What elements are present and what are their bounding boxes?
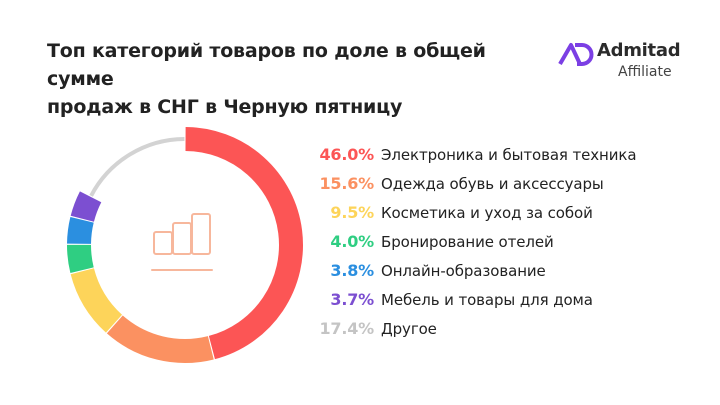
legend-item: 15.6% Одежда обувь и аксессуары <box>316 174 696 198</box>
legend-label: Другое <box>381 320 437 338</box>
donut-slice-3 <box>70 267 123 333</box>
legend-value: 3.7% <box>330 290 374 309</box>
legend-label: Одежда обувь и аксессуары <box>381 175 604 193</box>
donut-slice-1 <box>185 127 303 360</box>
legend-item: 4.0% Бронирование отелей <box>316 232 696 256</box>
legend-value: 9.5% <box>330 203 374 222</box>
donut-slice-4 <box>67 244 94 274</box>
legend-item: 17.4% Другое <box>316 319 696 343</box>
legend-item: 9.5% Косметика и уход за собой <box>316 203 696 227</box>
admitad-logo-icon <box>558 43 594 66</box>
donut-slice-6 <box>70 191 102 223</box>
legend-item: 3.8% Онлайн-образование <box>316 261 696 285</box>
chart-title-line-1: Топ категорий товаров по доле в общей су… <box>47 40 486 90</box>
donut-slice-5 <box>67 216 94 245</box>
legend-label: Косметика и уход за собой <box>381 204 593 222</box>
legend-label: Бронирование отелей <box>381 233 554 251</box>
legend-item: 3.7% Мебель и товары для дома <box>316 290 696 314</box>
chart-title-line-2: продаж в СНГ в Черную пятницу <box>47 96 403 118</box>
legend-item: 46.0% Электроника и бытовая техника <box>316 145 696 169</box>
donut-slice-7 <box>89 137 185 197</box>
legend-value: 17.4% <box>319 319 374 338</box>
admitad-brand: Admitad Affiliate <box>558 40 698 84</box>
brand-name: Admitad <box>597 40 681 61</box>
donut-chart <box>67 127 303 363</box>
bar-chart-icon <box>151 213 213 271</box>
legend-value: 4.0% <box>330 232 374 251</box>
legend-label: Электроника и бытовая техника <box>381 146 637 164</box>
donut-slice-2 <box>106 315 214 363</box>
chart-title: Топ категорий товаров по доле в общей су… <box>47 37 527 121</box>
legend-value: 3.8% <box>330 261 374 280</box>
legend-label: Мебель и товары для дома <box>381 291 593 309</box>
legend-label: Онлайн-образование <box>381 262 546 280</box>
brand-subtitle: Affiliate <box>618 64 672 80</box>
legend-value: 15.6% <box>319 174 374 193</box>
legend-value: 46.0% <box>319 145 374 164</box>
